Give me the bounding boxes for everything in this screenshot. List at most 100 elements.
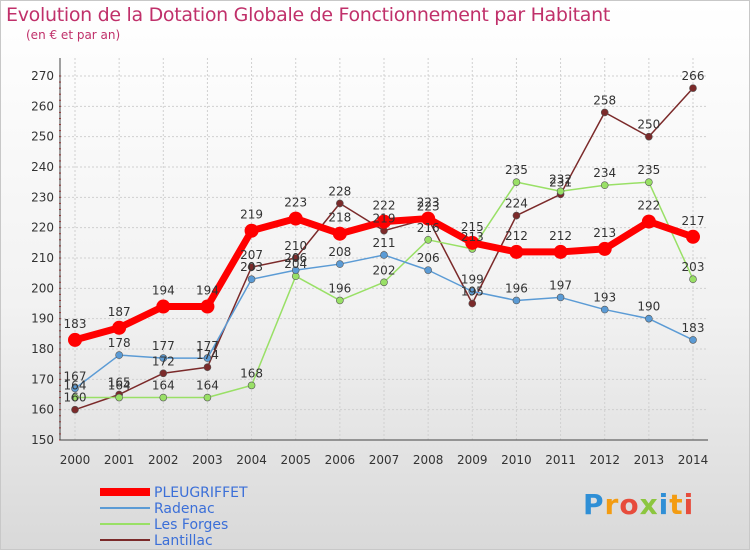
- data-label: 228: [328, 184, 351, 198]
- y-tick-label: 260: [31, 99, 54, 113]
- legend-label: Radenac: [154, 501, 215, 517]
- data-label: 190: [637, 300, 660, 314]
- data-label: 235: [505, 163, 528, 177]
- data-label: 196: [505, 281, 528, 295]
- data-point: [291, 266, 300, 274]
- data-label: 223: [417, 200, 440, 214]
- y-tick-label: 210: [31, 251, 54, 265]
- data-point: [686, 229, 700, 244]
- data-label: 213: [593, 226, 616, 240]
- data-label: 219: [240, 208, 263, 222]
- data-point: [159, 393, 168, 402]
- data-label: 199: [461, 272, 484, 286]
- data-point: [71, 405, 79, 414]
- data-point: [112, 320, 127, 335]
- data-label: 216: [417, 221, 440, 235]
- legend-label: PLEUGRIFFET: [154, 485, 248, 501]
- data-label: 234: [593, 166, 616, 180]
- data-label: 164: [108, 379, 131, 393]
- data-point: [159, 369, 168, 378]
- data-label: 164: [64, 379, 87, 393]
- data-label: 208: [328, 245, 351, 259]
- data-point: [468, 287, 477, 296]
- logo-letter: o: [619, 488, 640, 521]
- y-tick-label: 220: [31, 221, 54, 235]
- proxiti-logo: Proxiti: [583, 488, 694, 521]
- data-label: 177: [152, 339, 175, 353]
- x-tick-label: 2014: [678, 453, 709, 467]
- data-point: [336, 296, 344, 305]
- data-label: 167: [64, 369, 87, 383]
- y-tick-label: 150: [31, 433, 54, 447]
- data-point: [71, 393, 79, 402]
- y-tick-label: 270: [31, 69, 54, 83]
- data-label: 172: [152, 354, 175, 368]
- data-point: [247, 263, 256, 271]
- x-tick-label: 2009: [457, 453, 488, 467]
- data-label: 164: [152, 379, 175, 393]
- data-point: [645, 178, 653, 186]
- data-point: [380, 278, 388, 287]
- data-point: [465, 235, 480, 250]
- data-label: 235: [637, 163, 660, 177]
- data-label: 206: [284, 251, 307, 265]
- y-tick-label: 250: [31, 130, 54, 144]
- data-label: 195: [461, 285, 484, 299]
- logo-letter: r: [604, 488, 620, 521]
- data-label: 183: [682, 321, 705, 335]
- chart-title: Evolution de la Dotation Globale de Fonc…: [6, 4, 611, 26]
- data-label: 165: [108, 376, 131, 390]
- logo-letter: x: [639, 488, 659, 521]
- logo-letter: t: [669, 488, 684, 521]
- data-label: 164: [196, 379, 219, 393]
- data-label: 194: [152, 284, 175, 298]
- data-label: 183: [64, 317, 87, 331]
- data-point: [156, 299, 171, 314]
- x-tick-label: 2011: [545, 453, 576, 467]
- data-point: [556, 293, 565, 302]
- x-tick-label: 2006: [325, 453, 356, 467]
- data-point: [556, 187, 565, 196]
- data-point: [509, 244, 524, 259]
- chart-subtitle: (en € et par an): [26, 28, 121, 42]
- x-tick-label: 2005: [280, 453, 311, 467]
- data-point: [380, 251, 388, 259]
- data-point: [115, 393, 123, 402]
- data-point: [600, 108, 609, 117]
- data-point: [689, 84, 697, 92]
- data-point: [377, 214, 391, 229]
- data-point: [203, 354, 212, 362]
- x-tick-label: 2012: [589, 453, 620, 467]
- data-label: 203: [240, 260, 263, 274]
- x-tick-label: 2008: [413, 453, 444, 467]
- data-label: 203: [682, 260, 705, 274]
- legend-label: Lantillac: [154, 533, 213, 549]
- y-tick-label: 230: [31, 190, 54, 204]
- data-point: [247, 381, 256, 390]
- data-point: [421, 211, 436, 226]
- x-tick-label: 2002: [148, 453, 179, 467]
- x-tick-label: 2003: [192, 453, 223, 467]
- data-label: 194: [196, 284, 219, 298]
- data-label: 160: [64, 391, 87, 405]
- data-label: 222: [373, 199, 396, 213]
- data-label: 232: [549, 172, 572, 186]
- data-label: 196: [328, 281, 351, 295]
- data-label: 266: [682, 69, 705, 83]
- data-label: 206: [417, 251, 440, 265]
- data-label: 202: [373, 263, 396, 277]
- data-label: 168: [240, 366, 263, 380]
- data-label: 231: [549, 175, 572, 189]
- data-point: [424, 266, 432, 274]
- y-tick-label: 160: [31, 403, 54, 417]
- y-tick-label: 240: [31, 160, 54, 174]
- data-point: [512, 211, 521, 220]
- data-label: 223: [284, 196, 307, 210]
- data-point: [115, 351, 123, 359]
- data-label: 213: [461, 230, 484, 244]
- data-point: [553, 244, 568, 259]
- data-point: [689, 275, 697, 284]
- data-point: [336, 260, 344, 268]
- data-label: 178: [108, 336, 131, 350]
